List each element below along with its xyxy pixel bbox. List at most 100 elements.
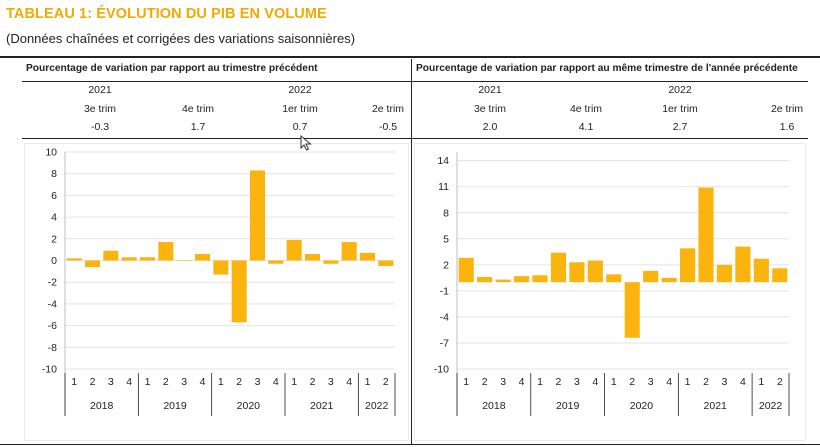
left-summary-rule [22,138,411,139]
right-summary-quarter-1: 3e trim [473,103,507,115]
right-chart-y-tick-label: 11 [438,181,449,193]
right-chart-year-label: 2021 [704,400,728,412]
right-chart-bar [716,264,733,283]
left-chart-y-tick-label: -4 [48,298,57,310]
left-chart-bar [139,257,156,261]
right-chart-y-tick-label: 5 [443,233,449,245]
left-panel-heading: Pourcentage de variation par rapport au … [26,63,318,74]
bottom-rule [0,444,820,445]
left-summary-value-3: 0.7 [292,121,308,133]
left-chart-y-tick-label: 2 [51,233,57,245]
mouse-cursor-icon [300,135,312,151]
right-heading-rule [412,81,808,82]
left-chart-bar [304,253,321,261]
right-summary-rule [412,138,808,139]
right-chart-y-tick-label: 8 [443,207,449,219]
left-chart-bar [286,239,302,261]
right-chart-bar [569,262,585,283]
left-chart-bar [176,260,192,262]
left-chart-y-tick-label: -8 [48,342,57,354]
top-rule [0,56,820,58]
left-chart-x-tick-label: 4 [126,376,132,388]
left-chart-bar [121,257,137,261]
left-chart-bar [341,242,357,261]
left-chart-y-tick-label: -2 [48,277,57,289]
right-chart-bar [458,257,474,283]
right-chart-bar [735,246,751,283]
left-chart-y-tick-label: 8 [51,168,57,180]
right-chart-x-tick-label: 1 [611,376,617,388]
left-heading-rule [22,81,411,82]
right-chart-y-tick-label: -1 [440,285,449,297]
right-chart-y-tick-label: -10 [434,364,449,376]
left-summary-quarter-3: 1er trim [282,103,318,115]
panel-divider [411,59,412,444]
left-chart-bar [359,252,376,261]
left-summary-quarter-2: 4e trim [181,103,215,115]
right-chart-x-tick-label: 2 [777,376,783,388]
right-chart-x-tick-label: 1 [685,376,691,388]
right-chart-x-tick-label: 1 [758,376,764,388]
right-summary-year-2: 2022 [668,84,692,96]
left-chart-x-tick-label: 4 [273,376,279,388]
left-chart-x-tick-label: 1 [291,376,297,388]
left-chart-bar [213,260,229,275]
right-chart-year-label: 2022 [759,400,783,412]
left-chart-x-tick-label: 4 [346,376,352,388]
right-chart-bar [624,282,640,338]
left-chart-bar [231,260,247,323]
right-summary-quarter-2: 4e trim [569,103,603,115]
left-chart-x-tick-label: 1 [365,376,371,388]
right-chart-bar [532,275,548,283]
left-chart-x-tick-label: 3 [255,376,261,388]
right-chart-bar [772,268,788,283]
left-chart-year-label: 2021 [310,400,334,412]
right-chart-x-tick-label: 4 [592,376,598,388]
left-chart-year-label: 2020 [237,400,261,412]
left-summary-quarter-1: 3e trim [83,103,117,115]
left-chart-x-tick-label: 1 [145,376,151,388]
left-chart-x-tick-label: 2 [236,376,242,388]
right-chart-x-tick-label: 4 [666,376,672,388]
left-chart-x-tick-label: 3 [108,376,114,388]
right-chart-bar [661,277,677,283]
right-summary-value-4: 1.6 [779,121,795,133]
left-chart-y-tick-label: 10 [45,147,57,159]
right-chart-bar [643,270,659,283]
right-chart-y-tick-label: -4 [440,311,449,323]
right-summary-quarter-3: 1er trim [662,103,698,115]
right-chart-x-tick-label: 2 [482,376,488,388]
left-chart-x-tick-label: 3 [328,376,334,388]
right-chart-x-tick-label: 1 [463,376,469,388]
right-chart-x-tick-label: 1 [537,376,543,388]
left-chart-x-tick-label: 2 [383,376,389,388]
right-chart-x-tick-label: 2 [629,376,635,388]
left-chart-x-tick-label: 2 [90,376,96,388]
left-summary-value-2: 1.7 [190,121,206,133]
left-chart-bar [194,253,211,261]
left-chart-x-tick-label: 4 [200,376,206,388]
left-panel: Pourcentage de variation par rapport au … [22,59,411,444]
left-summary-year-2: 2022 [288,84,312,96]
right-chart-y-tick-label: 14 [437,155,449,167]
left-chart-bar [84,260,101,268]
left-chart-year-label: 2022 [365,400,389,412]
left-chart-x-tick-label: 1 [71,376,77,388]
right-chart-x-tick-label: 4 [519,376,525,388]
right-summary-value-2: 4.1 [578,121,594,133]
right-chart-x-tick-label: 3 [574,376,580,388]
right-chart-year-label: 2019 [556,400,580,412]
right-chart-x-tick-label: 2 [703,376,709,388]
left-chart-bar [268,260,284,264]
right-chart-y-tick-label: 2 [443,259,449,271]
right-chart-x-tick-label: 4 [740,376,746,388]
right-chart-y-tick-label: -7 [440,337,449,349]
left-chart-y-tick-label: -10 [42,364,57,376]
page-title: TABLEAU 1: ÉVOLUTION DU PIB EN VOLUME [6,6,327,22]
right-chart-bar [698,187,714,283]
right-chart-bar [679,248,696,283]
right-chart-bar [513,276,530,283]
left-chart-bar [249,170,266,261]
left-summary-value-4: -0.5 [378,121,398,133]
